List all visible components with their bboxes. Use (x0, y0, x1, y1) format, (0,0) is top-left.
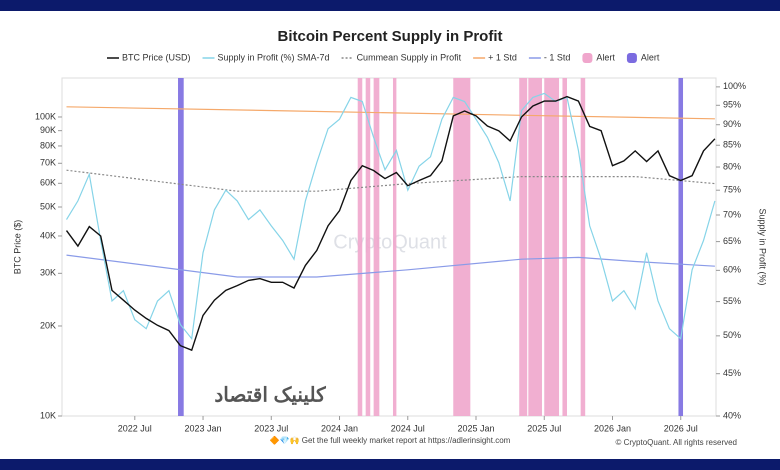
y2-tick-label: 100% (723, 81, 746, 91)
legend-swatch (582, 53, 593, 63)
x-tick-label: 2025 Jul (527, 423, 561, 433)
legend-label: Supply in Profit (%) SMA-7d (218, 52, 330, 62)
x-tick-label: 2024 Jan (321, 423, 358, 433)
x-tick-label: 2024 Jul (391, 423, 425, 433)
legend-swatch (626, 53, 637, 63)
series-line (66, 106, 715, 120)
alert-band (678, 78, 684, 416)
legend-label: Alert (641, 52, 660, 62)
y2-tick-label: 80% (723, 161, 741, 171)
y-tick-label: 60K (40, 178, 56, 188)
y-tick-label: 10K (40, 410, 56, 420)
y-tick-label: 20K (40, 320, 56, 330)
alert-band (562, 78, 568, 416)
legend-label: BTC Price (USD) (122, 52, 191, 62)
y2-tick-label: 40% (723, 410, 741, 420)
y-tick-label: 40K (40, 230, 56, 240)
chart-title: Bitcoin Percent Supply in Profit (277, 28, 502, 45)
alert-band (528, 78, 542, 416)
series-line (66, 169, 715, 192)
plot-frame (61, 77, 717, 417)
bottom-bar (0, 459, 780, 470)
legend-label: + 1 Std (488, 52, 517, 62)
y2-tick-label: 75% (723, 185, 741, 195)
y-tick-label: 30K (40, 268, 56, 278)
y-tick-label: 100K (35, 111, 56, 121)
y2-tick-label: 65% (723, 236, 741, 246)
y2-tick-label: 45% (723, 368, 741, 378)
y-tick-label: 90K (40, 125, 56, 135)
alert-band (178, 78, 184, 416)
y-tick-label: 80K (40, 140, 56, 150)
legend-label: - 1 Std (544, 52, 571, 62)
x-tick-label: 2023 Jul (254, 423, 288, 433)
copyright: © CryptoQuant. All rights reserved (616, 438, 738, 447)
footer: 🔶💎🙌 Get the full weekly market report at… (270, 435, 511, 445)
x-tick-label: 2026 Jul (664, 423, 698, 433)
y2-tick-label: 55% (723, 296, 741, 306)
alert-band (580, 78, 586, 416)
alert-band (519, 78, 528, 416)
series-line (65, 95, 716, 352)
y2-tick-label: 60% (723, 265, 741, 275)
y-tick-label: 50K (40, 201, 56, 211)
alert-band (373, 78, 380, 416)
y2-tick-label: 50% (723, 330, 741, 340)
y2-tick-label: 90% (723, 119, 741, 129)
y-axis-title: BTC Price ($) (12, 220, 22, 275)
x-tick-label: 2026 Jan (594, 423, 631, 433)
x-tick-label: 2022 Jul (118, 423, 152, 433)
alert-band (357, 78, 363, 416)
legend-label: Alert (596, 52, 615, 62)
top-bar (0, 0, 780, 11)
overlay-text: کلینیک اقتصاد (214, 384, 326, 406)
series-line (65, 92, 716, 341)
y2-tick-label: 70% (723, 209, 741, 219)
watermark: CryptoQuant (333, 231, 447, 253)
y2-tick-label: 95% (723, 100, 741, 110)
y-tick-label: 70K (40, 158, 56, 168)
x-tick-label: 2025 Jan (457, 423, 494, 433)
plot-layer (65, 78, 716, 416)
alert-band (392, 78, 397, 416)
series-line (66, 254, 715, 278)
y2-tick-label: 85% (723, 140, 741, 150)
alert-band (544, 78, 560, 416)
x-tick-label: 2023 Jan (185, 423, 222, 433)
alert-band (453, 78, 471, 416)
y2-axis-title: Supply in Profit (%) (758, 208, 768, 285)
alert-band (365, 78, 371, 416)
legend-label: Cummean Supply in Profit (357, 52, 462, 62)
